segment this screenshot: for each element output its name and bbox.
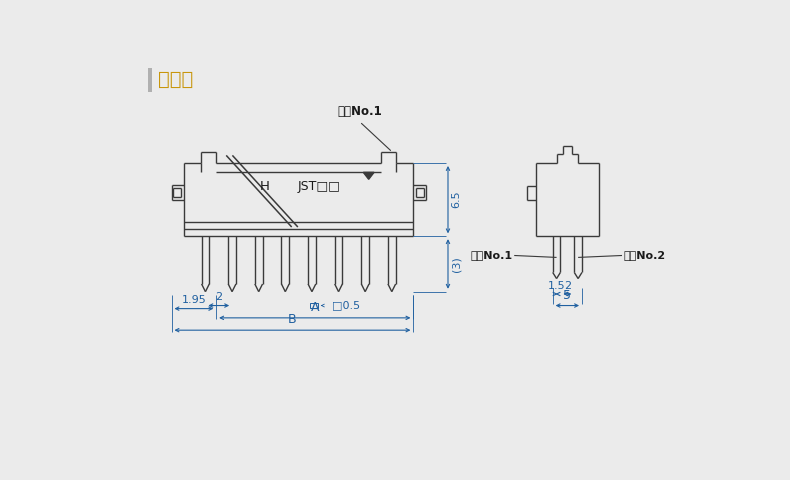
- Text: 顶装型: 顶装型: [159, 71, 194, 89]
- Text: JST□□: JST□□: [297, 180, 340, 192]
- Text: 1.5: 1.5: [547, 281, 566, 291]
- Text: (3): (3): [451, 256, 461, 272]
- Text: □0.5: □0.5: [333, 300, 360, 311]
- Text: 2: 2: [215, 292, 222, 302]
- Text: 1.95: 1.95: [182, 295, 206, 305]
- Text: 极数No.2: 极数No.2: [623, 251, 666, 261]
- Text: B: B: [288, 313, 297, 326]
- Polygon shape: [363, 172, 374, 180]
- Text: 极数No.1: 极数No.1: [471, 251, 513, 261]
- Bar: [149, 68, 152, 92]
- Text: H: H: [260, 180, 269, 192]
- Text: 5: 5: [563, 289, 571, 302]
- Text: 2: 2: [564, 281, 571, 291]
- Bar: [310, 303, 318, 308]
- Text: 极数No.1: 极数No.1: [337, 106, 382, 119]
- Text: 6.5: 6.5: [451, 191, 461, 208]
- Text: A: A: [310, 301, 319, 314]
